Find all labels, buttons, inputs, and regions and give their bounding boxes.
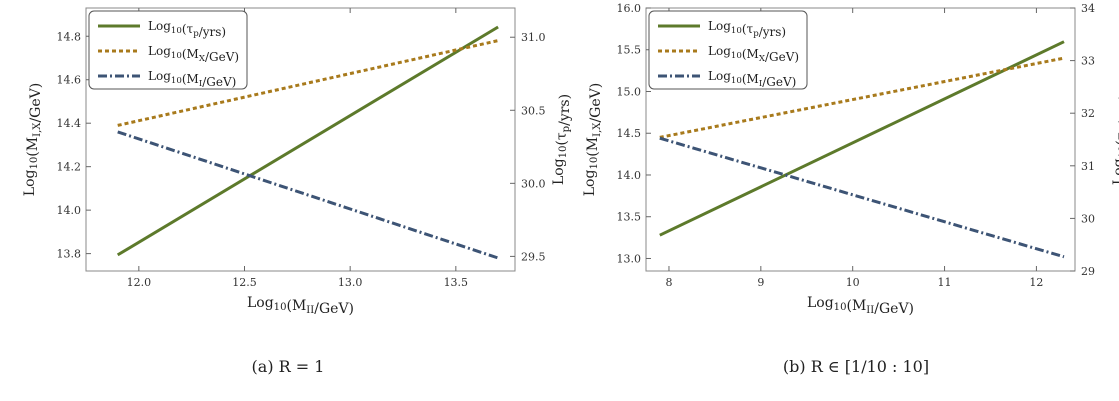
panel-caption: (b) R ∈ [1/10 : 10] [783, 357, 929, 376]
x-tick-label: 9 [757, 276, 764, 289]
y-left-tick-label: 13.0 [617, 252, 642, 265]
y-left-tick-label: 14.4 [57, 117, 82, 130]
y-right-tick-label: 34 [1081, 2, 1095, 15]
chart-panel-a: 12.0 12.5 13.0 13.5 13.8 14.0 14.2 14.4 14.6 14.8… [22, 7, 573, 376]
y-right-tick-label: 30 [1081, 212, 1095, 225]
chart-panel-b: 8 9 10 11 12 13.0 13.5 14.0 14.5 15.0 15.5 16.0 29 30… [582, 2, 1119, 376]
y-right-tick-label: 29.5 [521, 250, 546, 263]
series-line-0 [659, 40, 1065, 237]
series-line-2 [117, 130, 499, 260]
y-right-tick-label: 31 [1081, 160, 1095, 173]
y-right-tick-label: 30.0 [521, 177, 546, 190]
y-left-axis-label: Log10(MI,X/GeV) [582, 83, 604, 196]
y-left-tick-label: 16.0 [617, 2, 642, 15]
y-left-tick-label: 15.5 [617, 44, 642, 57]
x-tick-label: 12.0 [127, 276, 152, 289]
series-line-2 [659, 136, 1065, 259]
y-left-tick-label: 14.5 [617, 127, 642, 140]
legend-label-1: Log10(MX/GeV) [708, 44, 799, 64]
y-left-tick-label: 13.5 [617, 211, 642, 224]
x-tick-label: 11 [938, 276, 952, 289]
y-left-tick-label: 14.0 [57, 204, 82, 217]
plot-frame [85, 7, 516, 272]
x-tick-label: 12.5 [232, 276, 257, 289]
x-tick-label: 12 [1029, 276, 1043, 289]
y-left-tick-label: 13.8 [57, 248, 82, 261]
plot-frame [645, 7, 1076, 272]
y-right-tick-label: 33 [1081, 55, 1095, 68]
y-right-axis-label: Log10(τp/yrs) [1111, 94, 1119, 185]
series-line-1 [659, 56, 1065, 139]
y-left-axis-label: Log10(MI,X/GeV) [22, 83, 44, 196]
legend-label-2: Log10(MI/GeV) [708, 69, 796, 89]
y-left-tick-label: 14.2 [57, 161, 82, 174]
x-tick-label: 10 [846, 276, 860, 289]
y-left-tick-label: 14.0 [617, 169, 642, 182]
y-left-tick-label: 14.6 [57, 74, 82, 87]
series-line-1 [117, 39, 499, 127]
y-left-tick-label: 15.0 [617, 85, 642, 98]
x-axis-label: Log10(MII/GeV) [807, 295, 914, 317]
legend-label-0: Log10(τp/yrs) [708, 19, 786, 39]
x-tick-label: 8 [665, 276, 672, 289]
x-tick-label: 13.0 [338, 276, 363, 289]
x-axis-label: Log10(MII/GeV) [247, 295, 354, 317]
y-right-tick-label: 31.0 [521, 31, 546, 44]
y-left-tick-label: 14.8 [57, 30, 82, 43]
y-right-tick-label: 30.5 [521, 104, 546, 117]
series-line-0 [116, 25, 499, 257]
legend-label-1: Log10(MX/GeV) [148, 44, 239, 64]
legend-box [88, 10, 248, 90]
legend-label-2: Log10(MI/GeV) [148, 69, 236, 89]
legend-box [648, 10, 808, 90]
y-right-axis-label: Log10(τp/yrs) [551, 94, 573, 185]
x-tick-label: 13.5 [444, 276, 469, 289]
y-right-tick-label: 32 [1081, 107, 1095, 120]
legend-label-0: Log10(τp/yrs) [148, 19, 226, 39]
panel-caption: (a) R = 1 [252, 357, 325, 376]
y-right-tick-label: 29 [1081, 265, 1095, 278]
